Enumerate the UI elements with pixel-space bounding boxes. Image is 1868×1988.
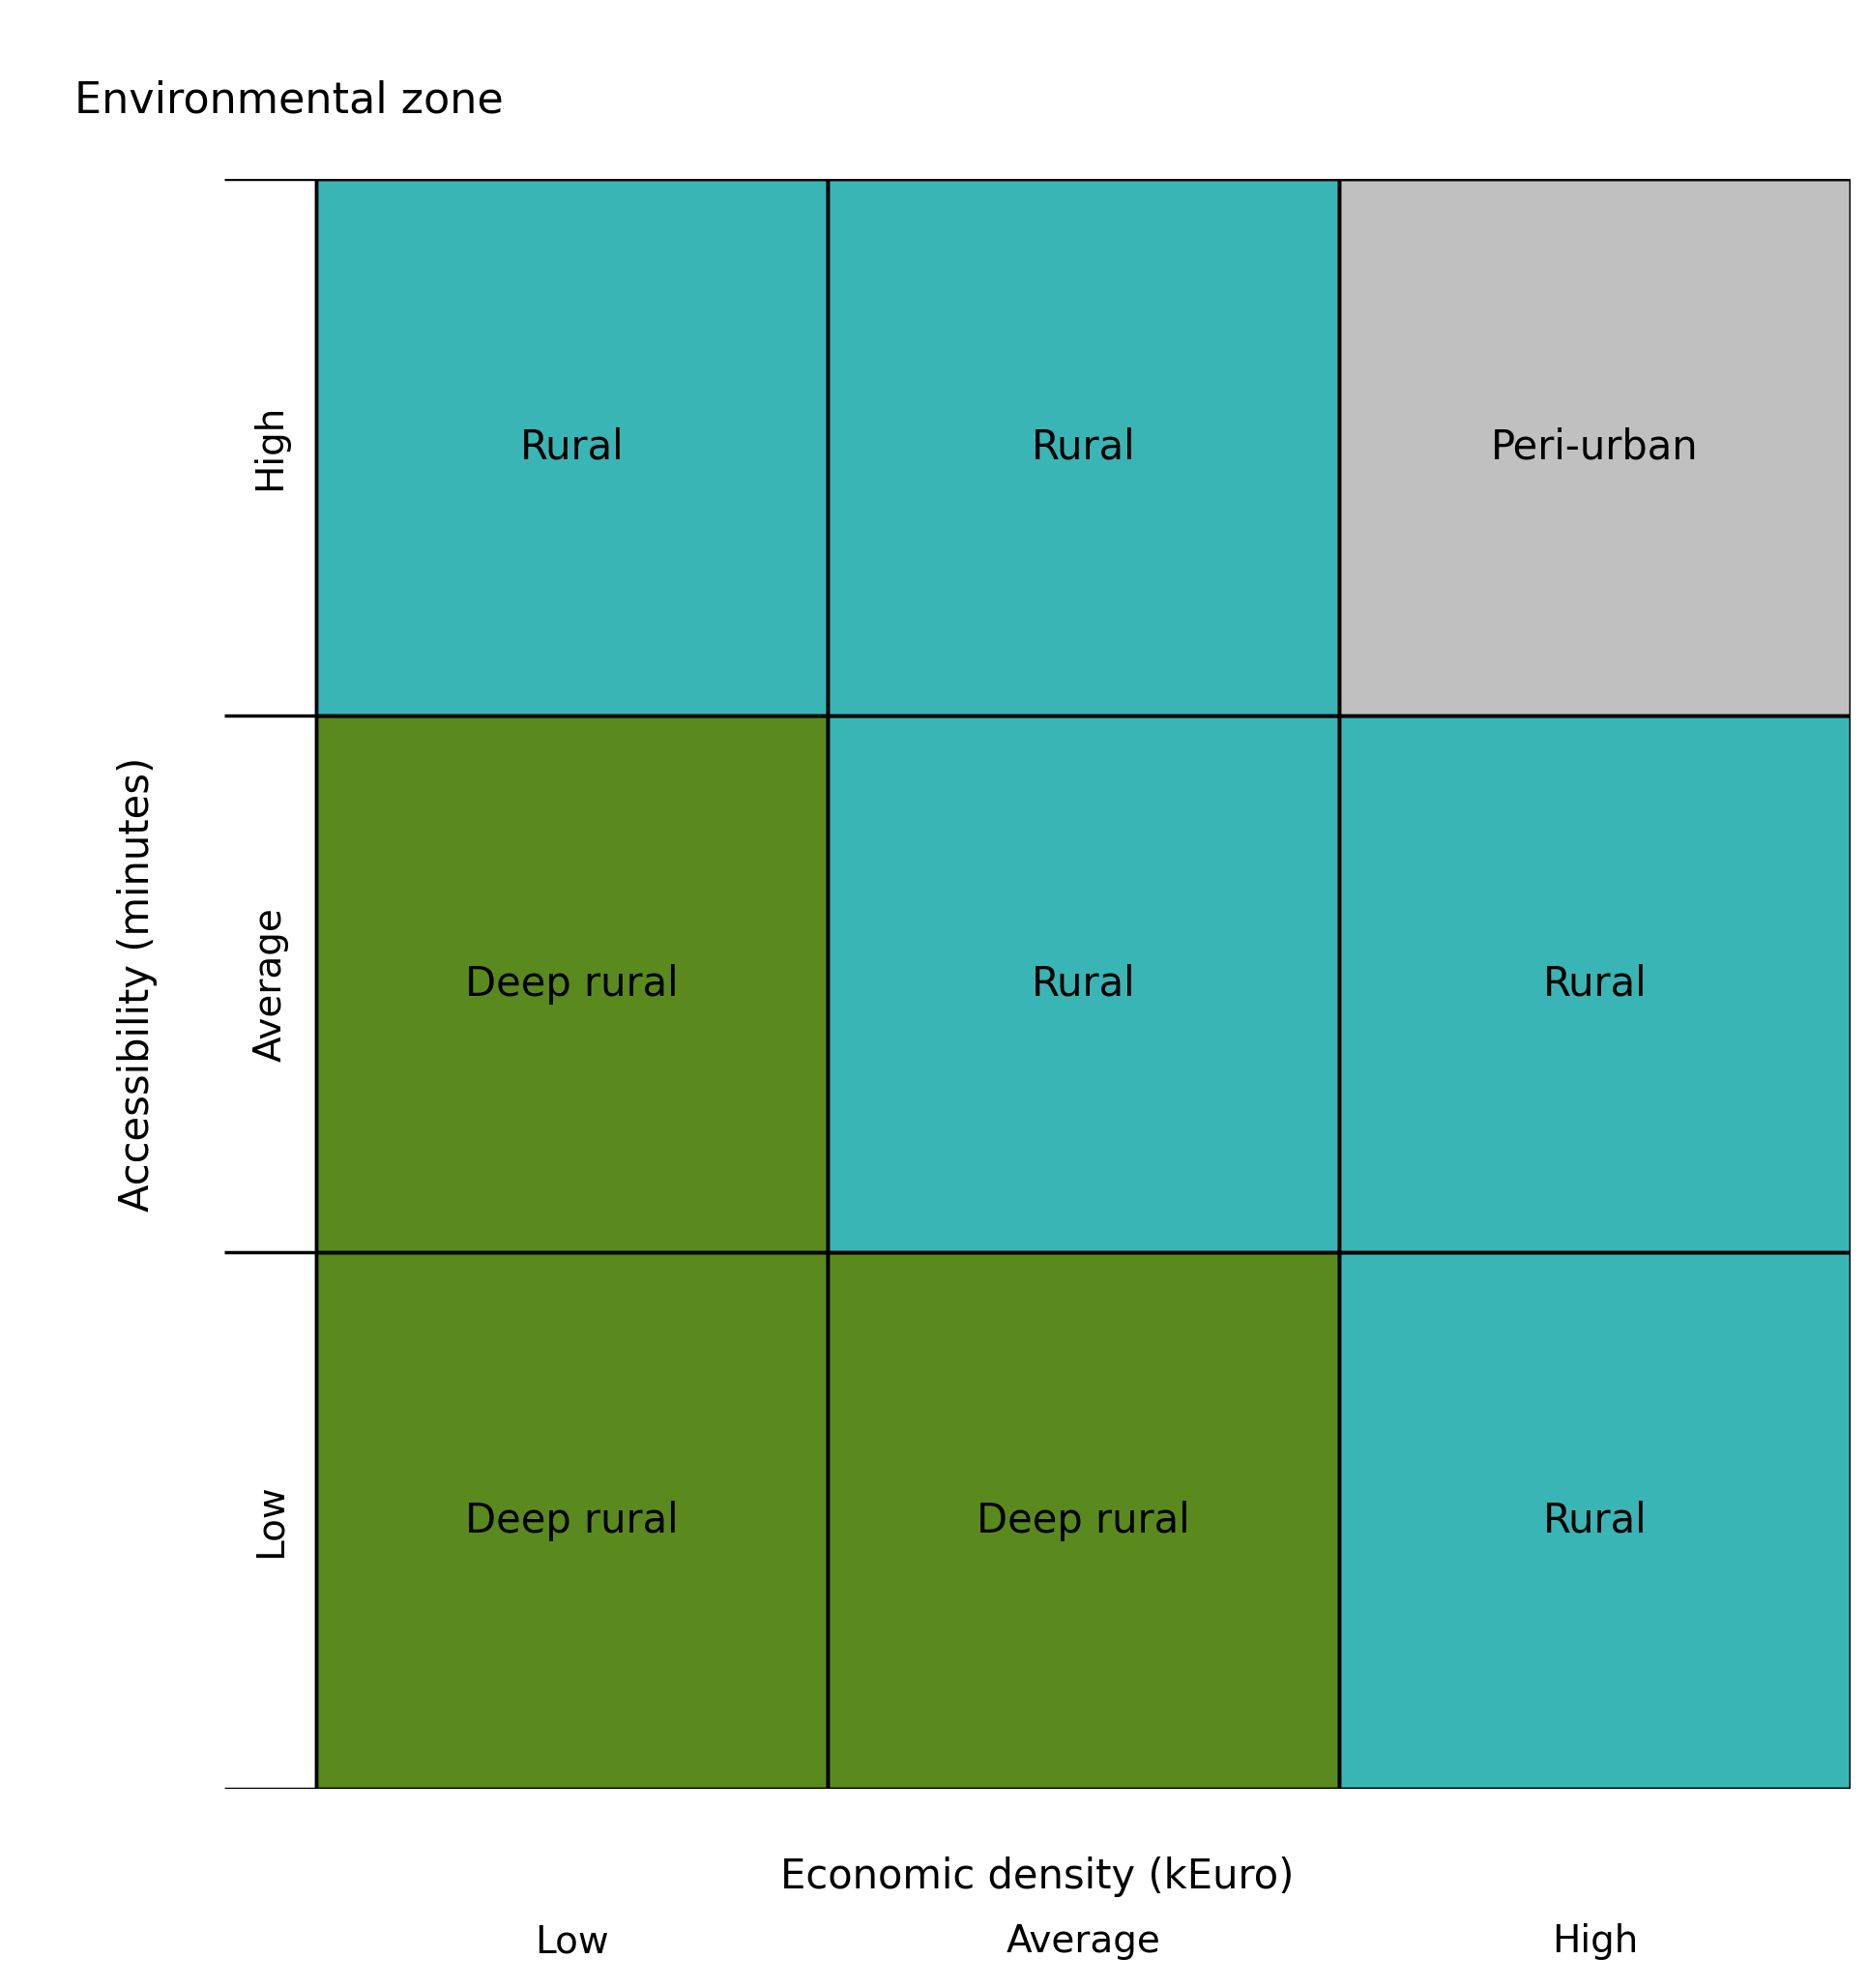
X-axis label: Economic density (kEuro): Economic density (kEuro)	[781, 1857, 1293, 1897]
Text: Deep rural: Deep rural	[977, 1501, 1190, 1541]
Text: Peri-urban: Peri-urban	[1491, 427, 1698, 467]
Bar	[316, 179, 828, 716]
Text: Rural: Rural	[519, 427, 624, 467]
Text: Rural: Rural	[1031, 427, 1134, 467]
Text: Low: Low	[252, 1483, 288, 1559]
Bar	[316, 716, 828, 1252]
Text: High: High	[1550, 1924, 1636, 1960]
Bar	[1337, 179, 1849, 716]
Bar	[828, 179, 1337, 716]
Text: Low: Low	[534, 1924, 609, 1960]
Text: Rural: Rural	[1031, 964, 1134, 1004]
Bar	[828, 1252, 1337, 1789]
Bar	[1337, 716, 1849, 1252]
Text: Deep rural: Deep rural	[465, 1501, 678, 1541]
Bar	[828, 716, 1337, 1252]
Text: High: High	[252, 404, 288, 491]
Text: Deep rural: Deep rural	[465, 964, 678, 1004]
Text: Rural: Rural	[1541, 964, 1646, 1004]
Text: Environmental zone: Environmental zone	[75, 80, 504, 121]
Text: Rural: Rural	[1541, 1501, 1646, 1541]
Bar	[1337, 1252, 1849, 1789]
Text: Average: Average	[1005, 1924, 1160, 1960]
Bar	[316, 1252, 828, 1789]
Y-axis label: Accessibility (minutes): Accessibility (minutes)	[116, 757, 157, 1211]
Text: Average: Average	[252, 907, 288, 1062]
